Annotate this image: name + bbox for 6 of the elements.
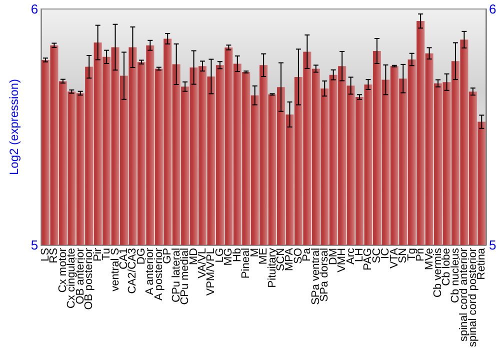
x-tick-label: OB posterior: [83, 248, 96, 310]
y-axis-title: Log2 (expression): [7, 78, 21, 176]
y2-tick-label: 5: [489, 237, 496, 252]
x-tick-label: Tg: [406, 248, 418, 261]
y2-tick-label: 6: [489, 2, 496, 16]
x-tick-label: A posterior: [152, 248, 165, 301]
